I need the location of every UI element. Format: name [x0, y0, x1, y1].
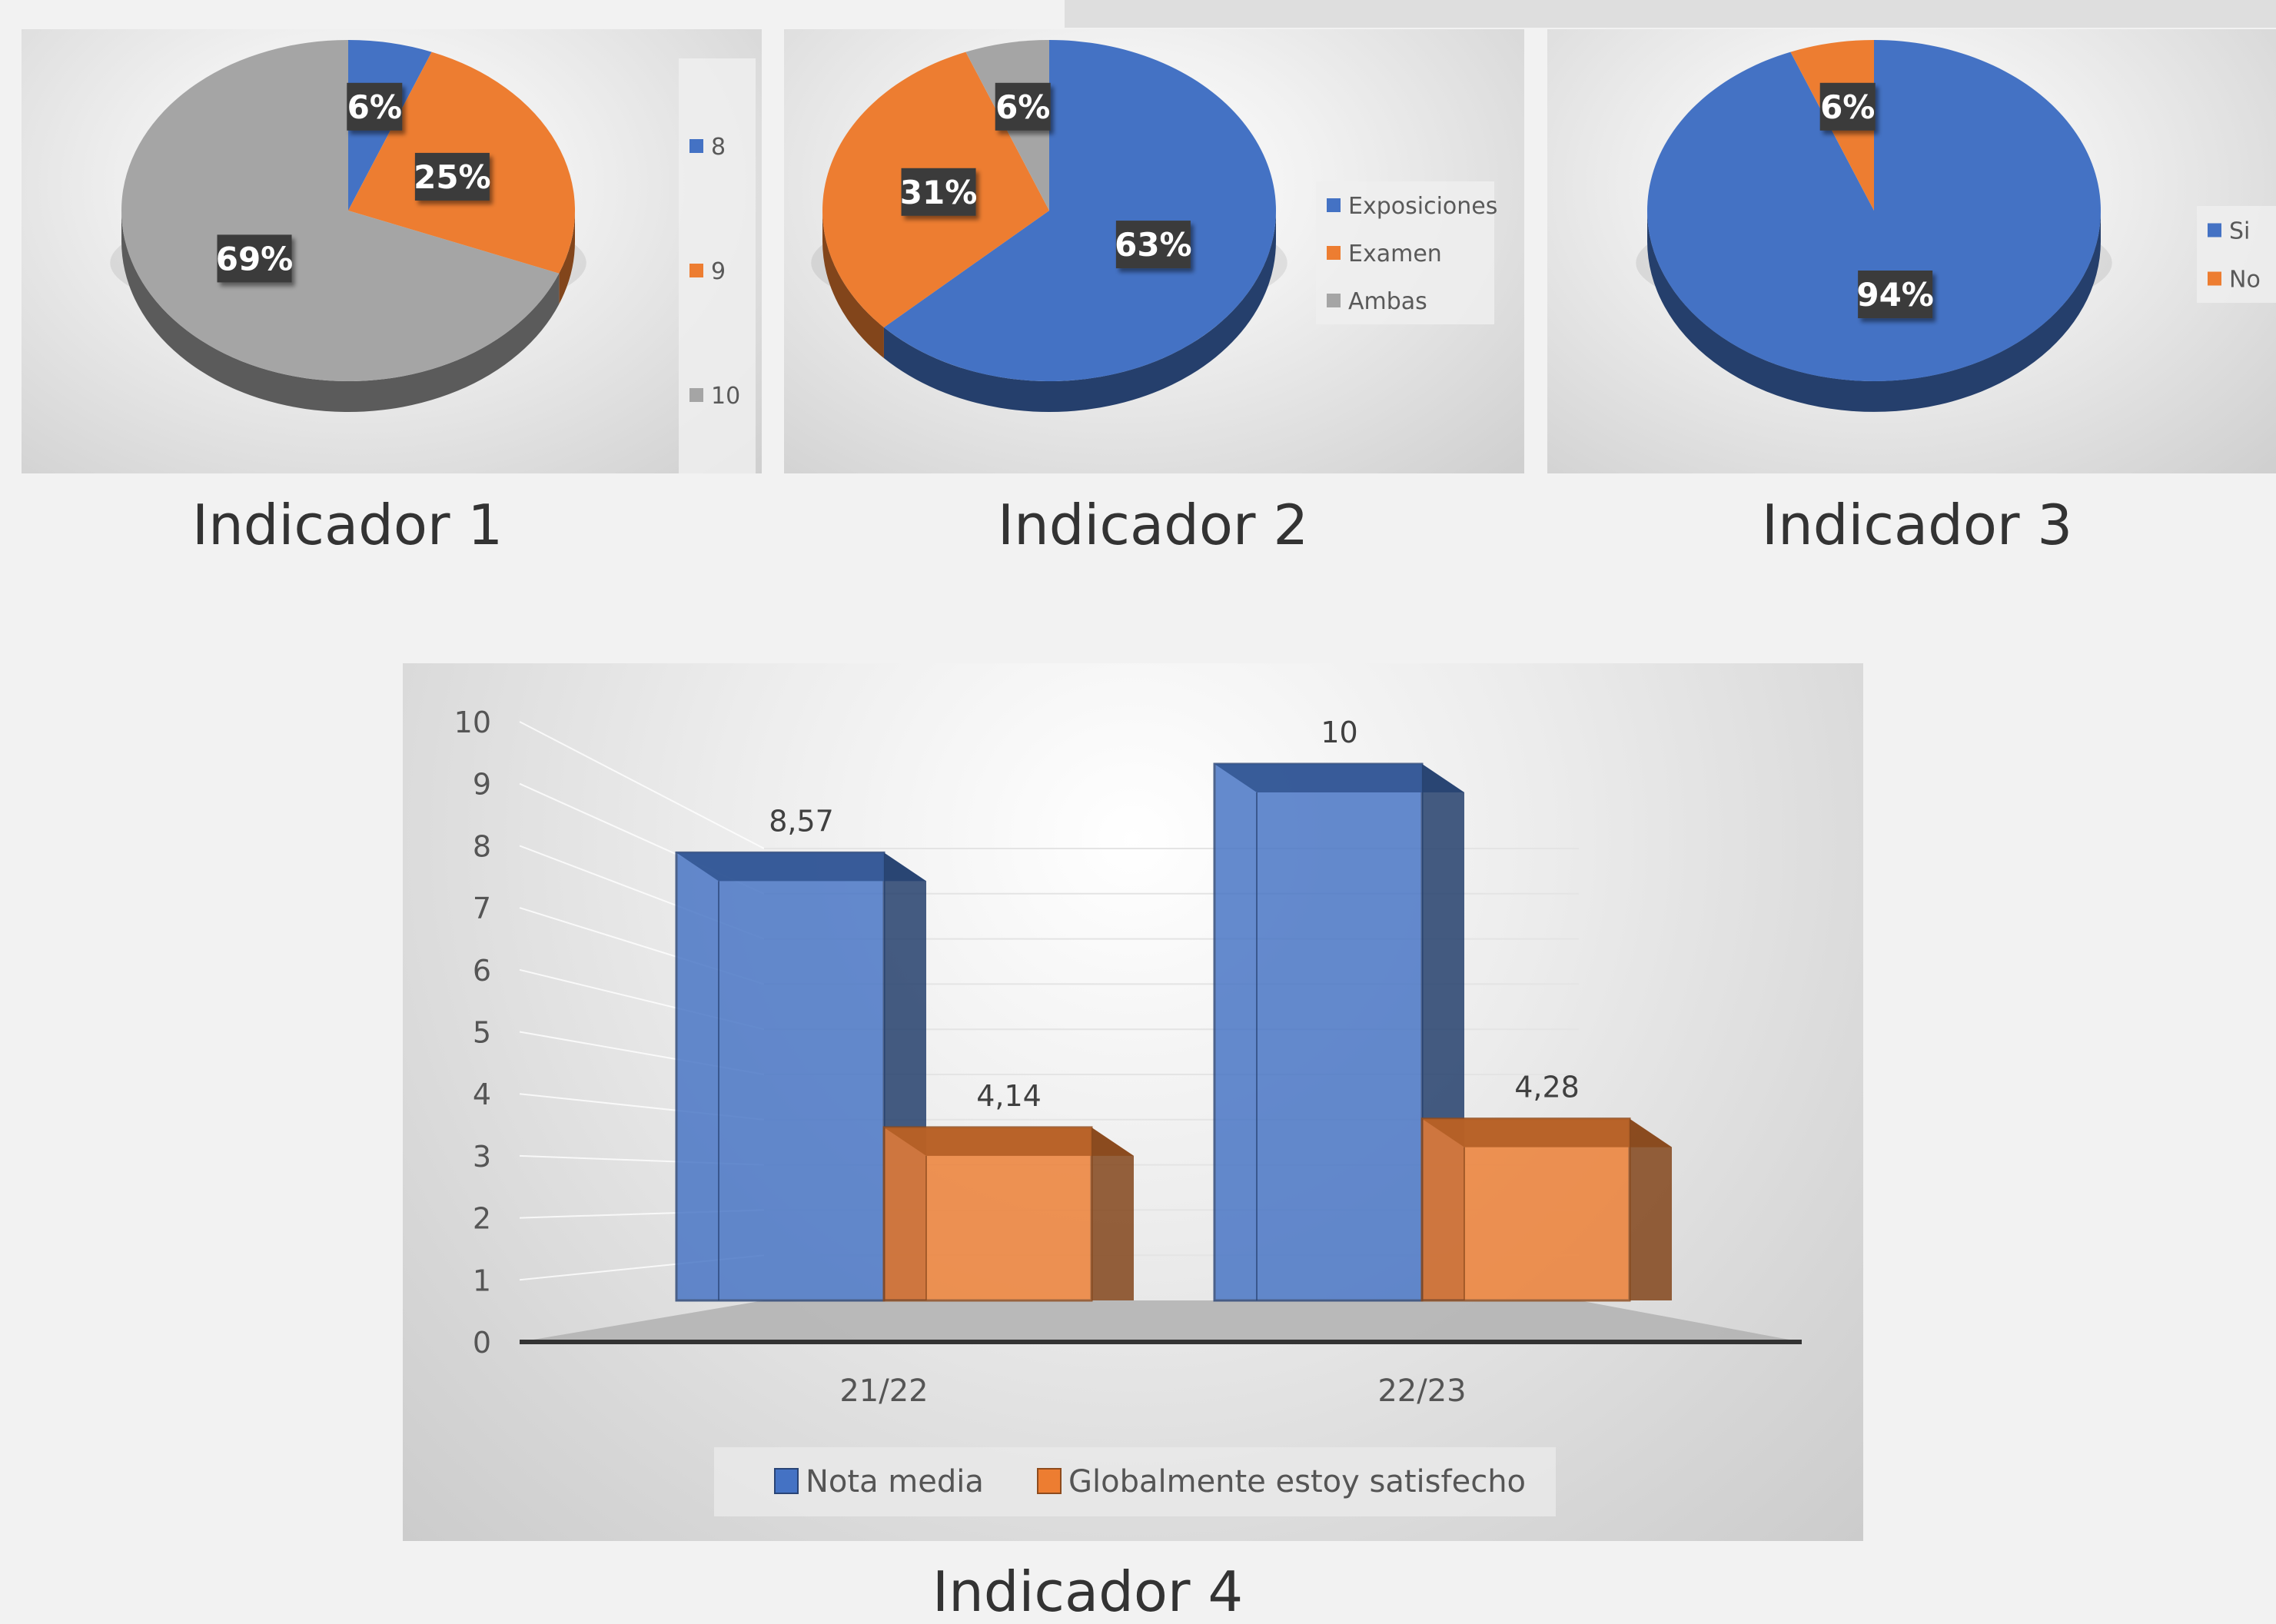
svg-text:25%: 25% — [414, 158, 491, 196]
bar-nota-media-22-23 — [1213, 762, 1464, 1302]
y-tick-label: 3 — [473, 1140, 491, 1174]
caption-indicador-2: Indicador 2 — [997, 493, 1309, 557]
pie-side-9 — [559, 211, 575, 304]
svg-text:8: 8 — [711, 134, 726, 161]
pie-label-10: 69% — [216, 234, 294, 283]
legend-item-10: 10 — [689, 383, 740, 410]
y-tick-label: 7 — [473, 892, 491, 925]
top-strip — [1065, 0, 2276, 28]
svg-text:Globalmente estoy satisfecho: Globalmente estoy satisfecho — [1068, 1464, 1526, 1499]
svg-text:Nota media: Nota media — [806, 1464, 984, 1499]
pie-side-exposiciones — [883, 211, 1276, 412]
svg-text:10: 10 — [711, 383, 740, 410]
legend-item-examen: Examen — [1327, 241, 1442, 267]
pie-svg-2: 63% 31% 6% Exposiciones Examen Ambas — [811, 40, 1497, 412]
y-tick-label: 6 — [473, 954, 491, 988]
svg-text:Ambas: Ambas — [1348, 288, 1427, 315]
pie-label-examen: 31% — [900, 168, 978, 216]
svg-text:63%: 63% — [1115, 226, 1192, 264]
y-tick-label: 9 — [473, 768, 491, 802]
pie-slice-exposiciones — [883, 40, 1276, 381]
pie-label-no: 6% — [1819, 82, 1876, 131]
pie-label-exposiciones: 63% — [1115, 221, 1192, 269]
bar-value-label: 4,28 — [1514, 1071, 1580, 1104]
pie-svg-1: 6% 25% 69% 8 9 10 — [110, 39, 756, 473]
svg-text:Si: Si — [2229, 218, 2250, 245]
svg-text:31%: 31% — [900, 174, 978, 211]
legend-item-si: Si — [2208, 218, 2250, 245]
svg-text:6%: 6% — [1820, 88, 1875, 126]
y-tick-label: 2 — [473, 1202, 491, 1236]
caption-indicador-4: Indicador 4 — [932, 1559, 1244, 1624]
x-category-label: 22/23 — [1377, 1373, 1466, 1409]
bar-globalmente-estoy-satisfecho-21-22 — [882, 1126, 1134, 1302]
bar-chart-indicador-4: 0 1 2 3 4 5 6 7 8 9 10 8,57 4,14 21/22 10 4,28 22/23 Nota… — [403, 663, 1863, 1541]
pie-side-examen — [822, 211, 884, 358]
pie-label-ambas: 6% — [995, 82, 1051, 131]
chart-floor — [520, 1300, 1802, 1342]
svg-text:Examen: Examen — [1348, 241, 1442, 267]
pie-slice-10 — [121, 39, 560, 382]
pie-chart-indicador-1: 6% 25% 69% 8 9 10 — [22, 29, 762, 473]
y-tick-label: 1 — [473, 1264, 491, 1297]
svg-text:Exposiciones: Exposiciones — [1348, 193, 1497, 220]
legend-item-9: 9 — [689, 258, 726, 285]
svg-text:94%: 94% — [1856, 276, 1934, 314]
x-category-label: 21/22 — [839, 1373, 928, 1409]
pie-svg-3: 94% 6% Si No — [1636, 40, 2276, 412]
pie-chart-indicador-3: 94% 6% Si No — [1547, 29, 2276, 473]
svg-text:No: No — [2229, 267, 2261, 294]
svg-text:69%: 69% — [216, 240, 294, 277]
y-tick-label: 4 — [473, 1078, 491, 1111]
svg-text:6%: 6% — [995, 88, 1050, 126]
bar-value-label: 10 — [1321, 716, 1357, 749]
bar-legend: Nota media Globalmente estoy satisfecho — [714, 1447, 1556, 1516]
legend-item-exposiciones: Exposiciones — [1327, 193, 1497, 220]
pie-legend-2: Exposiciones Examen Ambas — [1316, 181, 1497, 324]
bar-globalmente-estoy-satisfecho-22-23 — [1420, 1118, 1672, 1302]
pie-label-9: 25% — [414, 152, 491, 201]
bar-value-label: 8,57 — [769, 804, 834, 838]
caption-indicador-1: Indicador 1 — [191, 493, 503, 557]
bar-value-label: 4,14 — [976, 1079, 1042, 1113]
y-tick-label: 10 — [454, 706, 491, 739]
bar-svg: 0 1 2 3 4 5 6 7 8 9 10 8,57 4,14 21/22 10 4,28 22/23 Nota… — [454, 706, 1802, 1516]
y-tick-label: 0 — [473, 1326, 491, 1360]
svg-text:6%: 6% — [347, 88, 402, 126]
pie-side-10 — [121, 211, 560, 412]
legend-item-ambas: Ambas — [1327, 288, 1427, 315]
pie-label-8: 6% — [347, 82, 403, 131]
y-tick-label: 8 — [473, 829, 491, 863]
legend-item-no: No — [2208, 267, 2261, 294]
legend-item-nota-media: Nota media — [774, 1464, 984, 1499]
pie-side-si — [1647, 211, 2101, 412]
y-tick-label: 5 — [473, 1016, 491, 1050]
pie-chart-indicador-2: 63% 31% 6% Exposiciones Examen Ambas — [784, 29, 1524, 473]
pie-legend-3: Si No — [2197, 206, 2276, 303]
pie-label-si: 94% — [1856, 271, 1934, 319]
legend-item-8: 8 — [689, 134, 726, 161]
caption-indicador-3: Indicador 3 — [1761, 493, 2073, 557]
pie-legend-1: 8 9 10 — [679, 58, 756, 473]
svg-text:9: 9 — [711, 258, 726, 285]
legend-item-globalmente-estoy-satisfecho: Globalmente estoy satisfecho — [1037, 1464, 1526, 1499]
